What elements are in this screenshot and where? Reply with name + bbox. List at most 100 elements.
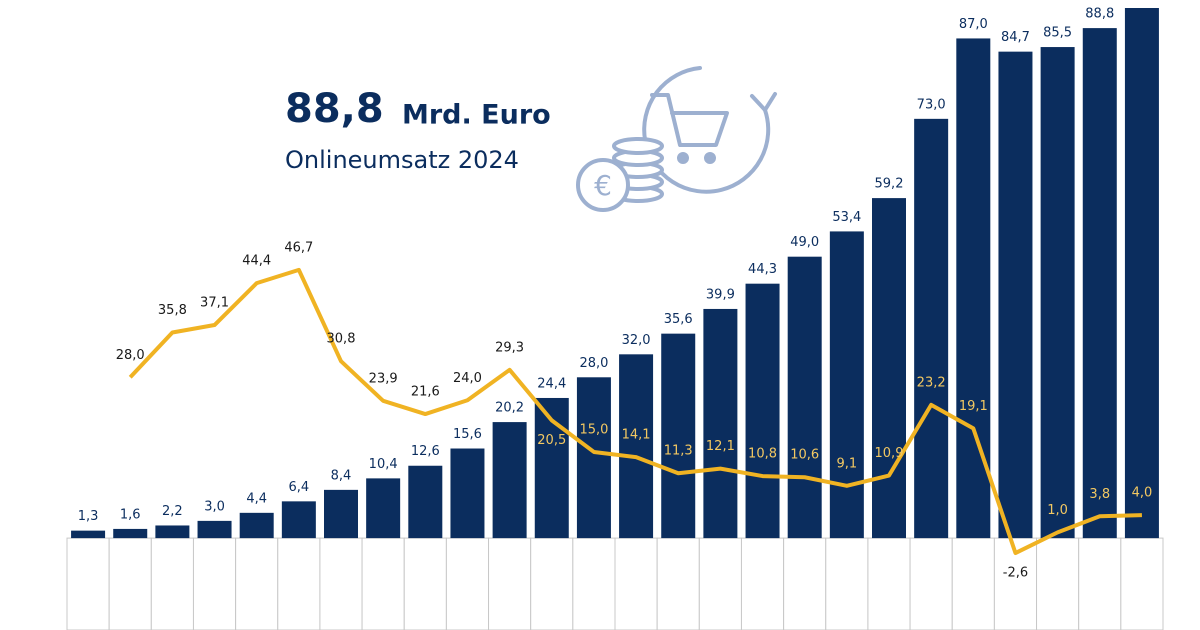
x-axis-cell bbox=[108, 537, 152, 630]
bar-value-label: 32,0 bbox=[622, 333, 651, 348]
bar bbox=[324, 489, 358, 539]
bar bbox=[872, 198, 906, 539]
bar bbox=[914, 118, 949, 539]
line-value-label: 23,2 bbox=[917, 375, 946, 390]
line-value-label: 37,1 bbox=[200, 296, 229, 311]
subtitle: Onlineumsatz 2024 bbox=[285, 146, 519, 174]
line-value-label: 44,4 bbox=[242, 254, 271, 269]
bar bbox=[1082, 28, 1117, 539]
bar-value-label: 2,2 bbox=[162, 504, 183, 519]
bar-value-label: 39,9 bbox=[706, 287, 735, 302]
bar-value-label: 59,2 bbox=[875, 177, 904, 192]
bar-value-label: 8,4 bbox=[331, 468, 352, 483]
line-value-label: 19,1 bbox=[959, 399, 988, 414]
line-value-label: 24,0 bbox=[453, 371, 482, 386]
line-value-label: 35,8 bbox=[158, 303, 187, 318]
line-value-label: 10,9 bbox=[875, 446, 904, 461]
bar-value-label: 3,0 bbox=[204, 499, 225, 514]
bar bbox=[1124, 8, 1159, 539]
svg-text:€: € bbox=[594, 169, 612, 202]
bar bbox=[703, 308, 738, 539]
bar-value-label: 53,4 bbox=[832, 210, 861, 225]
x-axis-cell bbox=[1120, 537, 1164, 630]
x-axis-cell bbox=[488, 537, 532, 630]
bar-value-label: 49,0 bbox=[790, 235, 819, 250]
x-axis-cell bbox=[1036, 537, 1080, 630]
headline-unit: Mrd. Euro bbox=[402, 100, 551, 131]
bar-value-label: 84,7 bbox=[1001, 30, 1030, 45]
line bbox=[128, 267, 1142, 556]
line-value-label: 10,6 bbox=[790, 448, 819, 463]
bar bbox=[1040, 47, 1075, 539]
bar-value-label: 15,6 bbox=[453, 427, 482, 442]
bar bbox=[155, 525, 190, 539]
x-axis-cell bbox=[361, 537, 405, 630]
x-axis-cell bbox=[867, 537, 911, 630]
line-value-label: 3,8 bbox=[1089, 487, 1110, 502]
line-value-label: 9,1 bbox=[837, 456, 858, 471]
line-value-label: 21,6 bbox=[411, 385, 440, 400]
bar bbox=[281, 501, 316, 539]
bar-value-label: 20,2 bbox=[495, 401, 524, 416]
line-value-label: 4,0 bbox=[1132, 486, 1153, 501]
x-axis-cell bbox=[740, 537, 785, 630]
x-axis-cell bbox=[66, 537, 110, 630]
x-axis-cell bbox=[235, 537, 279, 630]
bar bbox=[619, 354, 654, 539]
x-axis-cell bbox=[825, 537, 869, 630]
bar-value-label: 85,5 bbox=[1043, 26, 1072, 41]
line-value-label: -2,6 bbox=[1003, 566, 1028, 581]
x-axis-cell bbox=[572, 537, 616, 630]
bar-value-label: 28,0 bbox=[579, 356, 608, 371]
line-value-label: 46,7 bbox=[284, 240, 313, 255]
x-axis-cell bbox=[530, 537, 574, 630]
bar-value-label: 10,4 bbox=[369, 457, 398, 472]
line-value-label: 20,5 bbox=[537, 433, 566, 448]
bar bbox=[576, 377, 611, 539]
line-value-label: 30,8 bbox=[327, 332, 356, 347]
x-axis-cell bbox=[403, 537, 447, 630]
bar bbox=[239, 512, 274, 539]
bar-value-label: 6,4 bbox=[289, 480, 310, 495]
line-value-label: 29,3 bbox=[495, 340, 524, 355]
line-value-label: 12,1 bbox=[706, 439, 735, 454]
bar-value-label: 73,0 bbox=[917, 97, 946, 112]
bar-value-label: 1,6 bbox=[120, 507, 141, 522]
bar-value-label: 35,6 bbox=[664, 312, 693, 327]
line-value-label: 10,8 bbox=[748, 447, 777, 462]
bar-value-label: 12,6 bbox=[411, 444, 440, 459]
line-value-label: 15,0 bbox=[579, 422, 608, 437]
bar-value-label: 88,8 bbox=[1085, 7, 1114, 22]
bar bbox=[745, 283, 780, 539]
x-axis-cell bbox=[698, 537, 742, 630]
bar-value-label: 44,3 bbox=[748, 262, 777, 277]
x-axis-cell bbox=[319, 537, 363, 630]
bar bbox=[450, 448, 485, 539]
bar-value-label: 87,0 bbox=[959, 17, 988, 32]
x-axis-cell bbox=[192, 537, 237, 630]
bar-value-label: 4,4 bbox=[246, 491, 267, 506]
line-value-label: 23,9 bbox=[369, 371, 398, 386]
headline-value: 88,8 bbox=[285, 86, 384, 132]
bar-value-label: 1,3 bbox=[78, 509, 99, 524]
bar-value-label: 24,4 bbox=[537, 376, 566, 391]
shop-icon: € bbox=[576, 66, 777, 212]
line-value-label: 1,0 bbox=[1047, 503, 1068, 518]
bar bbox=[492, 422, 527, 539]
bar bbox=[956, 38, 991, 539]
x-axis-cell bbox=[1078, 537, 1122, 630]
bar bbox=[661, 333, 696, 539]
bar bbox=[71, 530, 106, 539]
x-axis-cell bbox=[150, 537, 194, 630]
line-value-label: 11,3 bbox=[664, 444, 693, 459]
x-axis-cell bbox=[783, 537, 827, 630]
bar bbox=[787, 256, 822, 539]
x-axis-cell bbox=[277, 537, 321, 630]
line-value-label: 14,1 bbox=[622, 428, 651, 443]
bar bbox=[829, 231, 864, 539]
bar bbox=[113, 528, 148, 539]
x-axis-cell bbox=[445, 537, 490, 630]
bar bbox=[998, 51, 1033, 539]
bar bbox=[197, 520, 232, 539]
